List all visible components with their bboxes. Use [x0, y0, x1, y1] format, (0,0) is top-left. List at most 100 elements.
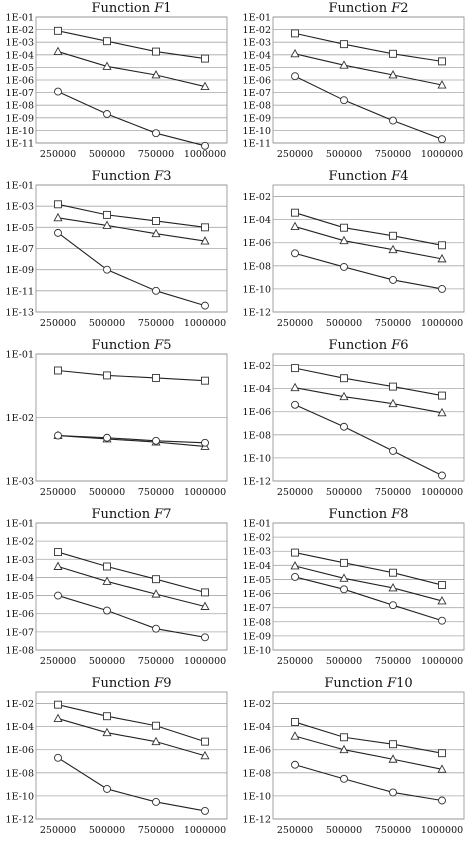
- panel-title: Function F4: [328, 169, 408, 184]
- y-tick-label: 1E-03: [6, 555, 34, 566]
- y-tick-label: 1E-01: [6, 181, 34, 192]
- data-point-circle: [291, 760, 299, 769]
- chart-panel-9: Function F9 1E-02 1E-04 1E-06 1E-08 1E-10 1E-1…: [6, 676, 228, 836]
- data-point-square: [201, 223, 209, 232]
- data-point-square: [340, 40, 348, 49]
- y-tick-label: 1E-01: [6, 13, 34, 24]
- x-tick-label: 250000: [277, 656, 313, 667]
- x-tick-label: 500000: [89, 656, 125, 667]
- data-point-triangle: [339, 235, 349, 245]
- series-line-triangle: [294, 53, 443, 86]
- data-point-square: [103, 37, 111, 46]
- data-point-triangle: [339, 744, 349, 754]
- data-point-triangle: [102, 727, 112, 737]
- data-point-square: [152, 575, 160, 584]
- data-point-square: [201, 376, 209, 385]
- series-line-square: [57, 30, 206, 60]
- data-point-triangle: [102, 61, 112, 70]
- y-tick-label: 1E-08: [243, 261, 271, 272]
- series-line-circle: [294, 576, 443, 622]
- y-tick-label: 1E-10: [243, 791, 271, 802]
- data-point-triangle: [200, 601, 210, 610]
- y-tick-label: 1E-10: [243, 646, 271, 657]
- y-tick-label: 1E-12: [243, 477, 271, 488]
- x-tick-label: 1000000: [421, 825, 463, 836]
- x-tick-label: 500000: [89, 487, 125, 498]
- data-point-square: [291, 29, 299, 38]
- y-tick-label: 1E-06: [6, 76, 34, 87]
- data-point-triangle: [339, 391, 349, 401]
- data-point-square: [103, 712, 111, 721]
- x-tick-label: 500000: [89, 825, 125, 836]
- data-point-square: [103, 371, 111, 380]
- data-point-square: [54, 366, 62, 375]
- chart-panel-6: Function F6 1E-02 1E-04 1E-06 1E-08 1E-10 1E-1…: [243, 338, 465, 498]
- x-tick-label: 750000: [375, 656, 411, 667]
- plot-frame: [35, 691, 228, 820]
- y-tick-label: 1E-07: [243, 88, 271, 99]
- data-point-square: [389, 231, 397, 240]
- chart-panel-3: Function F3 1E-01 1E-03 1E-05 1E-07 1E-09 1E-1…: [6, 169, 228, 329]
- x-tick-label: 250000: [277, 825, 313, 836]
- series-line-square: [57, 369, 206, 382]
- y-tick-label: 1E-06: [6, 609, 34, 620]
- data-point-triangle: [151, 589, 161, 598]
- y-tick-label: 1E-08: [6, 768, 34, 779]
- x-tick-label: 500000: [326, 656, 362, 667]
- y-tick-label: 1E-10: [6, 791, 34, 802]
- x-tick-label: 750000: [138, 656, 174, 667]
- data-point-square: [438, 749, 446, 758]
- data-point-triangle: [53, 212, 63, 222]
- data-point-triangle: [200, 750, 210, 760]
- data-point-triangle: [388, 582, 398, 592]
- y-tick-label: 1E-07: [243, 603, 271, 614]
- y-tick-label: 1E-04: [243, 722, 271, 733]
- data-point-circle: [389, 116, 397, 125]
- data-point-circle: [389, 275, 397, 284]
- x-tick-label: 1000000: [421, 318, 463, 329]
- y-tick-label: 1E-09: [243, 113, 271, 124]
- y-tick-label: 1E-05: [6, 591, 34, 602]
- y-tick-label: 1E-09: [243, 631, 271, 642]
- y-tick-label: 1E-09: [6, 265, 34, 276]
- chart-panel-5: Function F5 1E-01 1E-02 1E-03 250000 500000 75…: [6, 338, 228, 498]
- x-tick-label: 1000000: [184, 487, 226, 498]
- x-tick-label: 750000: [138, 149, 174, 160]
- plot-frame: [272, 16, 465, 144]
- y-tick-label: 1E-11: [6, 139, 34, 150]
- y-tick-label: 1E-06: [243, 238, 271, 249]
- x-tick-label: 750000: [375, 318, 411, 329]
- x-tick-label: 750000: [138, 487, 174, 498]
- series-line-square: [294, 212, 443, 246]
- series-line-triangle: [294, 226, 443, 260]
- y-tick-label: 1E-03: [6, 38, 34, 49]
- y-tick-label: 1E-06: [243, 76, 271, 87]
- data-point-triangle: [290, 48, 300, 58]
- data-point-triangle: [290, 731, 300, 740]
- y-tick-label: 1E-02: [243, 699, 271, 710]
- series-line-triangle: [57, 718, 206, 757]
- series-line-circle: [57, 232, 206, 307]
- x-tick-label: 250000: [40, 149, 76, 160]
- data-point-triangle: [388, 398, 398, 408]
- y-tick-label: 1E-05: [6, 223, 34, 234]
- series-line-square: [57, 704, 206, 743]
- data-point-triangle: [200, 236, 210, 245]
- x-tick-label: 500000: [326, 149, 362, 160]
- y-tick-label: 1E-01: [243, 13, 271, 24]
- series-line-circle: [57, 434, 206, 444]
- data-point-square: [389, 568, 397, 577]
- y-tick-label: 1E-10: [243, 126, 271, 137]
- series-line-circle: [294, 252, 443, 290]
- data-point-triangle: [53, 46, 63, 56]
- data-point-triangle: [200, 81, 210, 91]
- data-point-circle: [201, 141, 209, 150]
- y-tick-label: 1E-10: [243, 284, 271, 295]
- y-tick-label: 1E-03: [6, 477, 34, 488]
- y-tick-label: 1E-05: [243, 575, 271, 586]
- data-point-circle: [291, 400, 299, 409]
- data-point-square: [291, 208, 299, 217]
- y-tick-label: 1E-08: [243, 430, 271, 441]
- data-point-circle: [54, 228, 62, 237]
